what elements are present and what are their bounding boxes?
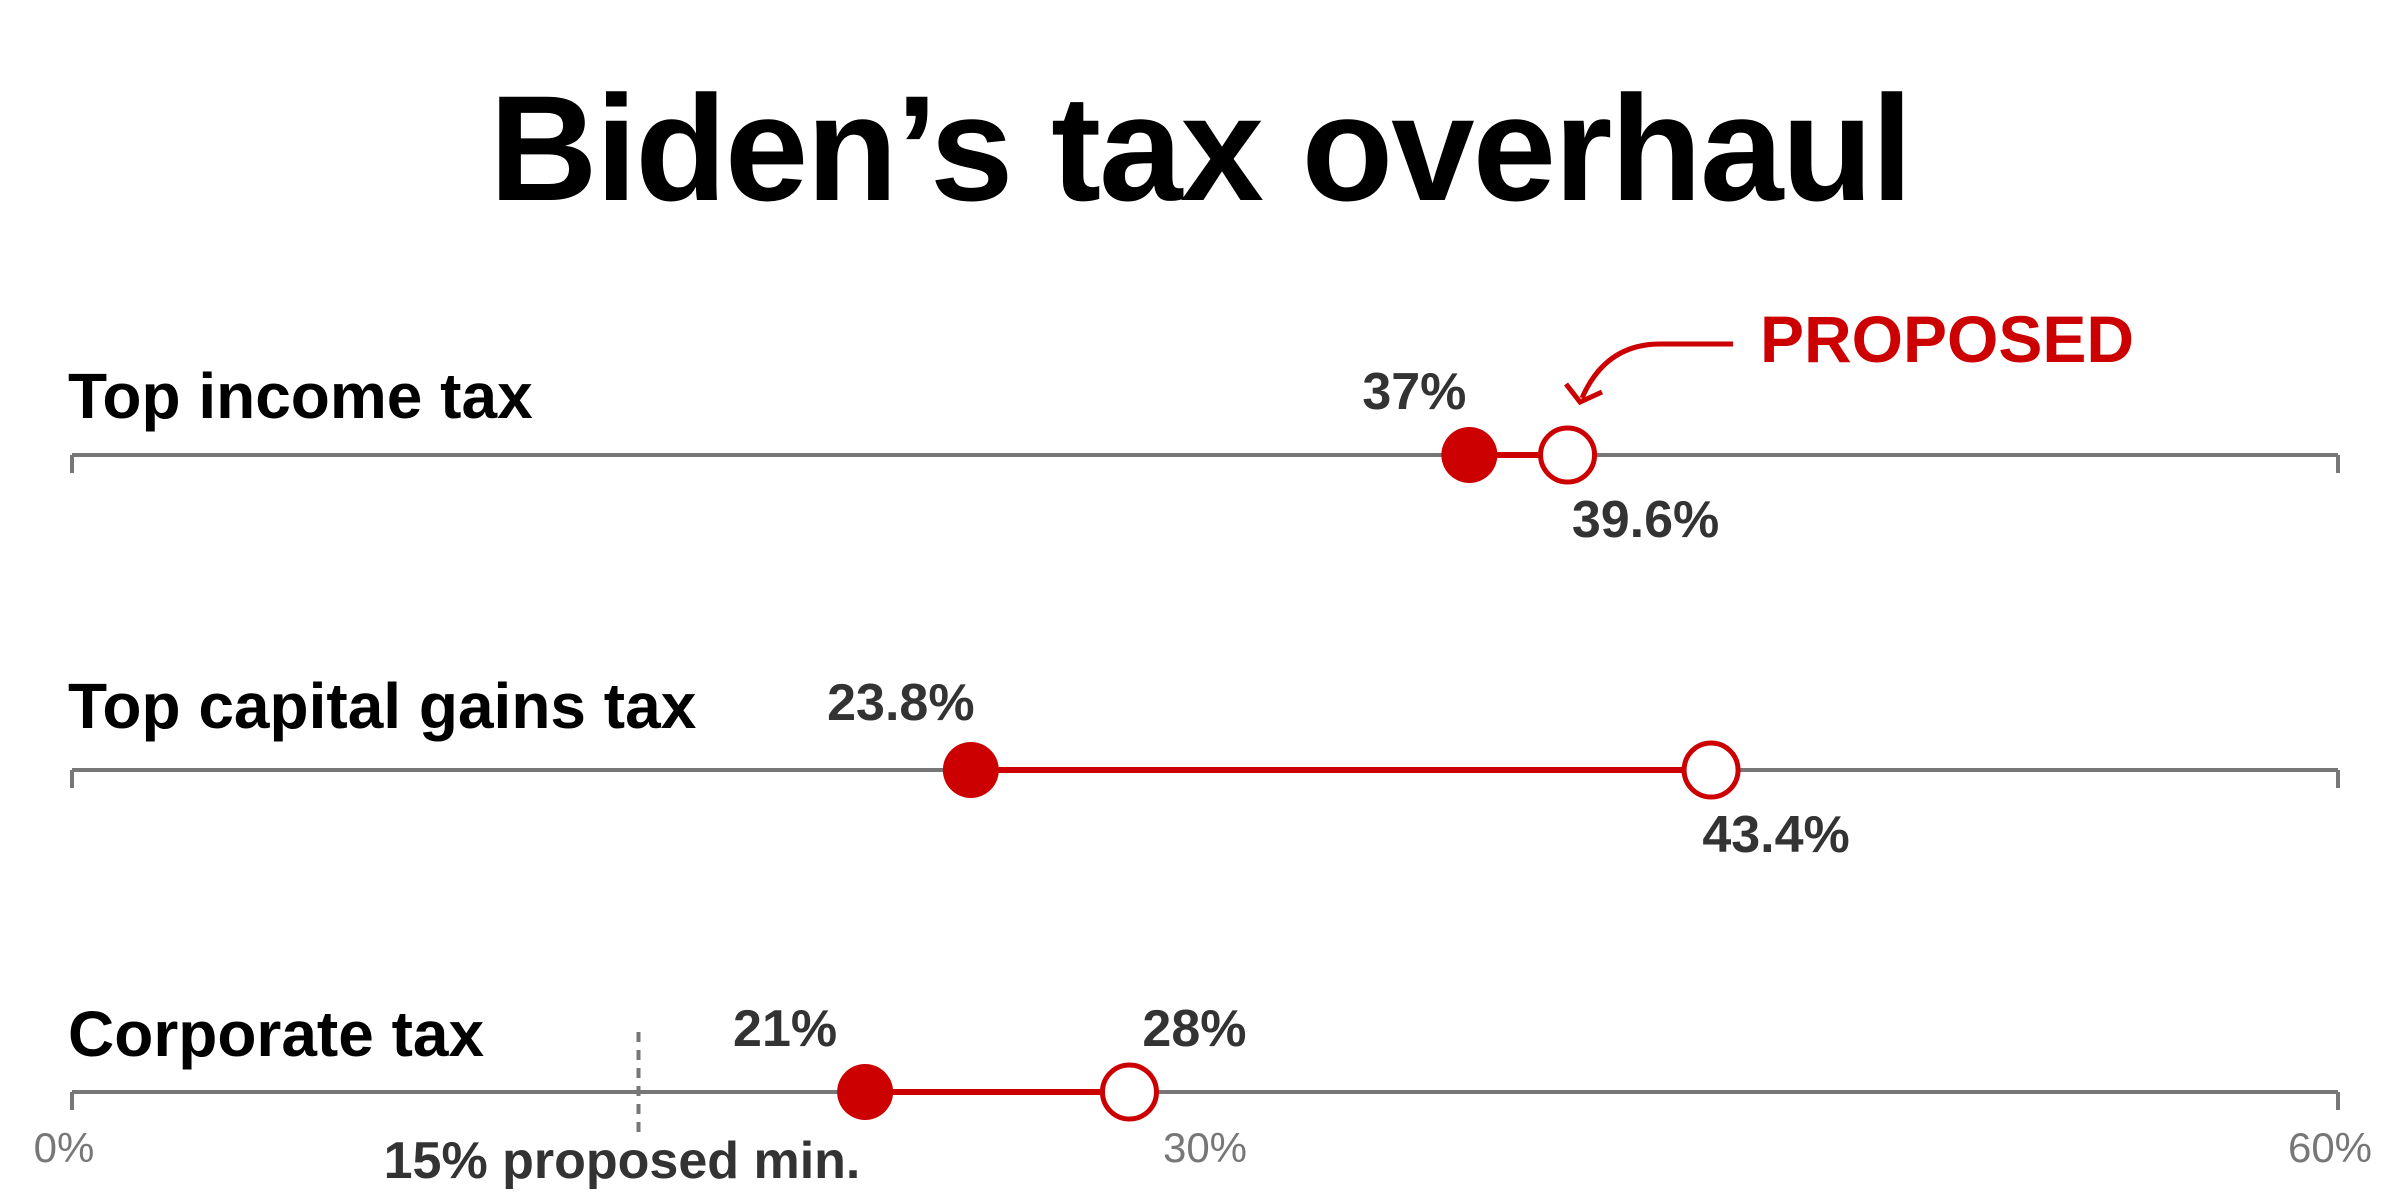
proposed-rate-label: 28% — [1142, 1000, 1246, 1058]
proposed-rate-label: 43.4% — [1702, 806, 1849, 864]
current-rate-label: 37% — [1362, 363, 1466, 421]
tick-label: 0% — [34, 1124, 95, 1171]
current-rate-point — [837, 1064, 894, 1120]
proposed-rate-label: 39.6% — [1572, 491, 1719, 549]
chart-title: Biden’s tax overhaul — [489, 64, 1911, 232]
axis-line — [70, 453, 2340, 473]
chart-body: Top income tax 37% 39.6% Top capital gains … — [34, 302, 2372, 1190]
tick-label: 30% — [1163, 1124, 1247, 1171]
row-label: Corporate tax — [68, 998, 485, 1070]
current-rate-label: 23.8% — [827, 674, 974, 732]
current-rate-label: 21% — [733, 1000, 837, 1058]
axis-line — [70, 1090, 2340, 1110]
proposed-rate-point — [1099, 1062, 1159, 1122]
annotation-arrow — [1579, 341, 1733, 400]
reference-label: 15% proposed min. — [384, 1132, 861, 1190]
annotation-arrowhead — [1564, 382, 1604, 406]
current-rate-point — [1441, 427, 1498, 483]
proposed-rate-point — [1538, 425, 1598, 485]
current-rate-point — [942, 742, 999, 798]
row-label: Top income tax — [68, 360, 533, 432]
tick-label: 60% — [2288, 1124, 2372, 1171]
row-label: Top capital gains tax — [68, 670, 697, 742]
proposed-rate-point — [1681, 740, 1741, 800]
proposed-annotation: PROPOSED — [1760, 302, 2134, 376]
